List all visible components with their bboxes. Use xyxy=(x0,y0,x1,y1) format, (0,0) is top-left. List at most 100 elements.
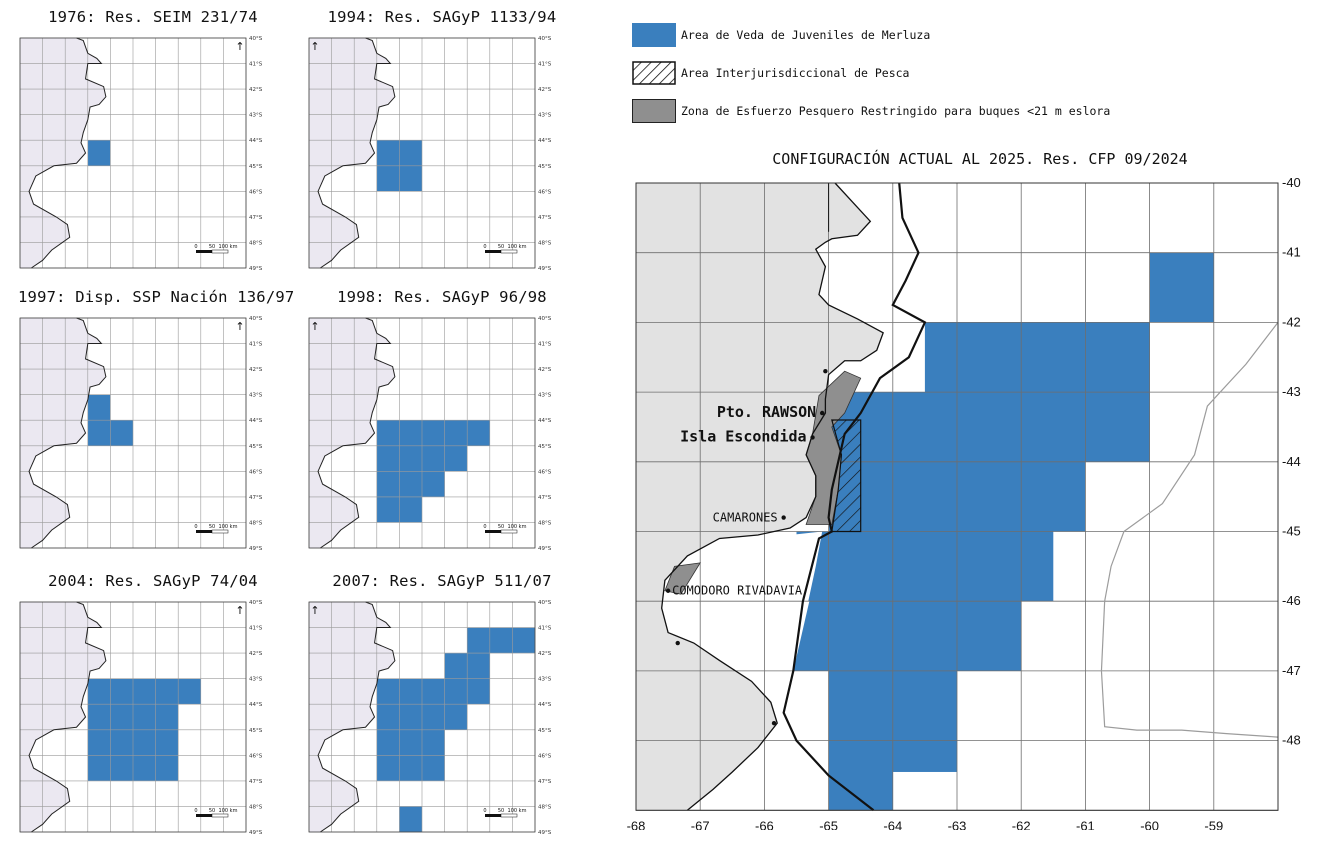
lon-tick-label: -64 xyxy=(883,818,902,830)
legend-restricted: Zona de Esfuerzo Pesquero Restringido pa… xyxy=(632,98,1110,124)
mini-lat-label: 42°S xyxy=(249,87,263,93)
mini-veda-cell xyxy=(87,394,111,421)
mini-veda-cell xyxy=(133,755,156,781)
mini-lat-label: 45°S xyxy=(538,728,552,734)
place-marker xyxy=(823,368,828,374)
mini-lat-label: 41°S xyxy=(538,62,552,68)
mini-veda-cell xyxy=(422,729,445,756)
mini-scale-label: 0 xyxy=(483,244,486,250)
mini-coastline xyxy=(28,601,107,833)
mini-lat-label: 41°S xyxy=(249,62,263,68)
mini-veda-cell xyxy=(376,165,400,192)
veda-cell xyxy=(1021,531,1054,602)
mini-map-title: 1997: Disp. SSP Nación 136/97 xyxy=(18,288,295,306)
land-mask xyxy=(636,183,884,811)
mini-veda-cell xyxy=(87,420,111,446)
mini-coastline xyxy=(317,317,396,549)
place-marker xyxy=(665,588,671,593)
mini-veda-cell xyxy=(399,806,422,832)
mini-lat-label: 47°S xyxy=(538,779,552,785)
mini-lat-label: 49°S xyxy=(249,546,263,550)
lon-tick-label: -62 xyxy=(1012,818,1031,830)
veda-cell xyxy=(892,740,957,772)
mini-scale-label: 100 km xyxy=(219,808,238,814)
veda-cell xyxy=(1021,322,1086,393)
mini-veda-cell xyxy=(422,420,445,446)
veda-cell xyxy=(892,601,957,671)
legend-label: Area Interjurisdiccional de Pesca xyxy=(681,66,910,80)
mini-veda-cell xyxy=(87,755,111,781)
place-marker xyxy=(810,435,815,440)
mini-coastline xyxy=(317,601,396,833)
mini-map-title: 2004: Res. SAGyP 74/04 xyxy=(48,572,258,590)
veda-cell xyxy=(1021,392,1086,462)
mini-lat-label: 47°S xyxy=(538,495,552,501)
veda-cell xyxy=(1021,461,1086,532)
mini-lat-label: 44°S xyxy=(538,702,552,708)
mini-veda-cell xyxy=(512,627,535,654)
mini-map-title: 1976: Res. SEIM 231/74 xyxy=(48,8,258,26)
lat-tick-label: -43 xyxy=(1282,384,1301,399)
north-arrow-icon: ↑ xyxy=(310,40,319,53)
veda-cell xyxy=(957,322,1022,393)
mini-lat-label: 48°S xyxy=(249,240,263,246)
mini-scale-label: 100 km xyxy=(219,524,238,530)
mini-scale-bar xyxy=(485,814,501,817)
mini-veda-cell xyxy=(376,755,400,781)
mini-scale-label: 100 km xyxy=(219,244,238,250)
place-marker xyxy=(819,410,825,416)
mini-map-1998: 1998: Res. SAGyP 96/98 ↑ 40°S 41°S 42°S 43°S… xyxy=(307,288,577,550)
veda-cell xyxy=(1149,252,1214,323)
veda-cell xyxy=(892,531,957,602)
mini-map-2007: 2007: Res. SAGyP 511/07 ↑ 40°S 41°S 42°S 43°… xyxy=(307,572,577,834)
lat-tick-label: -42 xyxy=(1282,314,1301,329)
mini-scale-label: 0 xyxy=(483,808,486,814)
mini-map-title: 1998: Res. SAGyP 96/98 xyxy=(337,288,547,306)
north-arrow-icon: ↑ xyxy=(310,320,319,333)
legend-label: Zona de Esfuerzo Pesquero Restringido pa… xyxy=(681,104,1111,118)
lon-tick-label: -65 xyxy=(819,818,838,830)
veda-cell xyxy=(1085,322,1150,393)
mini-veda-cell xyxy=(399,420,422,446)
lon-tick-label: -59 xyxy=(1204,818,1223,830)
veda-cell xyxy=(828,740,893,811)
mini-frame xyxy=(19,37,247,269)
mini-map-1976: 1976: Res. SEIM 231/74 ↑ 40°S 41°S 42°S 43°S… xyxy=(18,8,288,270)
mini-map-canvas: ↑ 40°S 41°S 42°S 43°S 44°S 45°S 46°S 47°S 48°S 49°… xyxy=(19,600,263,834)
main-map-title: CONFIGURACIÓN ACTUAL AL 2025. Res. CFP 0… xyxy=(772,150,1188,168)
mini-veda-cell xyxy=(422,704,445,730)
mini-lat-label: 43°S xyxy=(249,393,263,399)
mini-veda-cell xyxy=(376,140,400,166)
mini-veda-cell xyxy=(399,140,422,166)
mini-lat-label: 48°S xyxy=(538,520,552,526)
legend-interjurisdiccional: Area Interjurisdiccional de Pesca xyxy=(632,60,909,86)
veda-cell xyxy=(924,322,957,393)
mini-veda-cell xyxy=(376,496,400,523)
mini-scale-bar xyxy=(500,529,518,534)
veda-cell xyxy=(828,601,893,671)
mini-veda-cell xyxy=(133,729,156,756)
mini-veda-cell xyxy=(133,678,156,705)
mini-veda-cell xyxy=(376,678,400,705)
mini-scale-label: 0 xyxy=(194,808,197,814)
legend-swatch-restricted xyxy=(632,99,676,123)
mini-lat-label: 45°S xyxy=(538,444,552,450)
mini-map-2004: 2004: Res. SAGyP 74/04 ↑ 40°S 41°S 42°S 43°S… xyxy=(18,572,288,834)
mini-scale-bar xyxy=(196,814,212,817)
mini-scale-label: 0 xyxy=(483,524,486,530)
mini-lat-label: 44°S xyxy=(538,138,552,144)
legend-swatch-hatch xyxy=(632,61,676,85)
mini-land xyxy=(309,318,395,548)
mini-veda-cell xyxy=(399,496,422,523)
mini-lat-label: 40°S xyxy=(249,316,263,322)
mini-veda-cell xyxy=(155,729,179,756)
mini-lat-label: 42°S xyxy=(538,87,552,93)
mini-lat-label: 47°S xyxy=(249,215,263,221)
mini-scale-bar xyxy=(196,250,212,253)
mini-frame xyxy=(19,601,247,833)
mini-lat-label: 47°S xyxy=(249,495,263,501)
mini-veda-cell xyxy=(178,678,201,705)
mini-lat-label: 44°S xyxy=(538,418,552,424)
jurisdiction-line xyxy=(782,182,927,812)
mini-lat-label: 46°S xyxy=(249,189,263,195)
